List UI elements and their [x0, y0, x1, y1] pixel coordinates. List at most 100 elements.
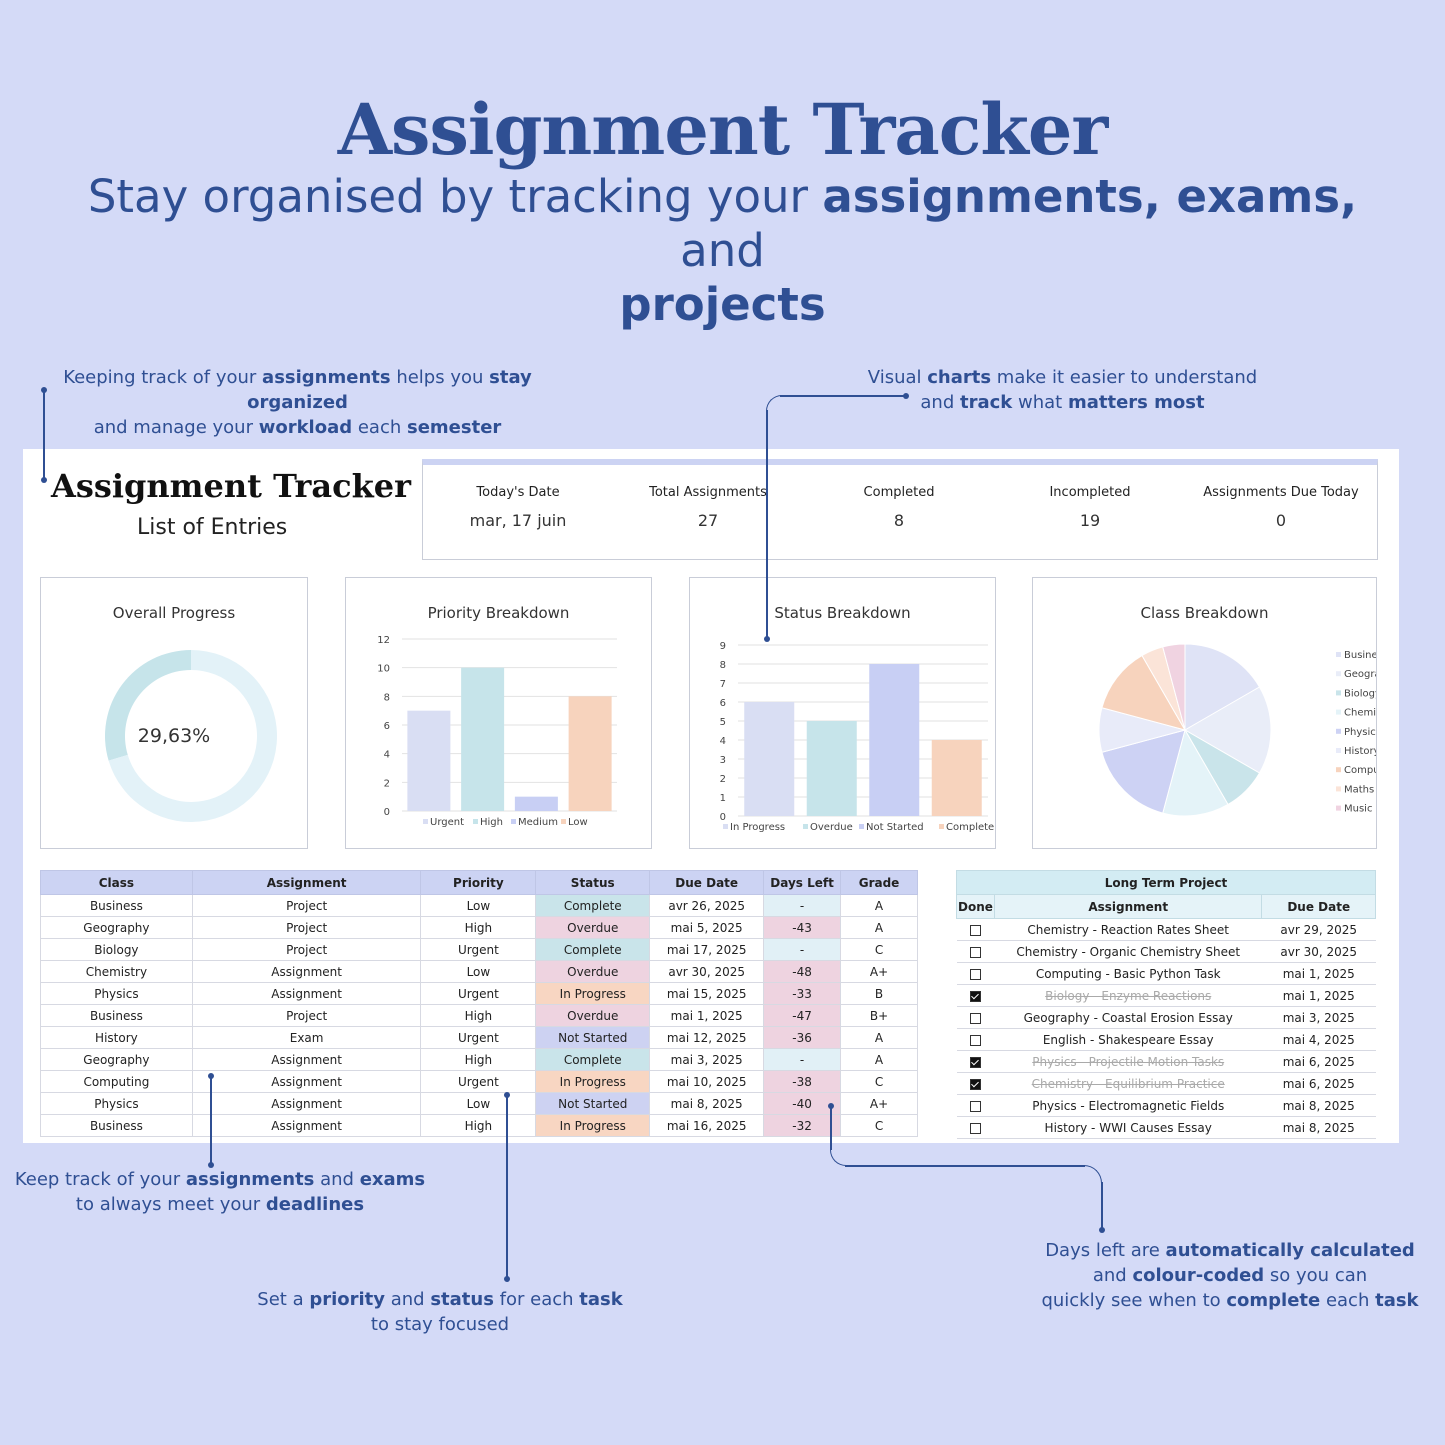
table-cell-class[interactable]: Biology: [40, 938, 193, 961]
table-cell-days-left[interactable]: -: [763, 938, 842, 961]
table-cell-priority[interactable]: Low: [420, 1092, 537, 1115]
table-cell-status[interactable]: In Progress: [535, 1070, 651, 1093]
table-cell-assignment[interactable]: Assignment: [191, 1092, 422, 1115]
done-checkbox[interactable]: [969, 1078, 981, 1090]
project-due-date[interactable]: mai 1, 2025: [1261, 984, 1376, 1007]
table-cell-days-left[interactable]: -: [763, 894, 842, 917]
project-due-date[interactable]: avr 29, 2025: [1261, 918, 1376, 941]
project-name[interactable]: Computing - Basic Python Task: [994, 962, 1262, 985]
table-cell-grade[interactable]: A: [840, 1048, 918, 1071]
table-cell-status[interactable]: Complete: [535, 1048, 651, 1071]
table-cell-days-left[interactable]: -38: [763, 1070, 842, 1093]
table-cell-due-date[interactable]: mai 12, 2025: [649, 1026, 765, 1049]
done-checkbox[interactable]: [969, 1056, 981, 1068]
table-cell-priority[interactable]: High: [420, 1114, 537, 1137]
table-cell-status[interactable]: In Progress: [535, 982, 651, 1005]
project-due-date[interactable]: mai 8, 2025: [1261, 1116, 1376, 1139]
table-cell-due-date[interactable]: mai 3, 2025: [649, 1048, 765, 1071]
table-cell-days-left[interactable]: -: [763, 1048, 842, 1071]
table-cell-grade[interactable]: A: [840, 894, 918, 917]
table-cell-status[interactable]: In Progress: [535, 1114, 651, 1137]
table-cell-status[interactable]: Overdue: [535, 1004, 651, 1027]
table-cell-status[interactable]: Not Started: [535, 1092, 651, 1115]
table-cell-grade[interactable]: A: [840, 916, 918, 939]
project-name[interactable]: Physics - Electromagnetic Fields: [994, 1094, 1262, 1117]
table-cell-due-date[interactable]: mai 8, 2025: [649, 1092, 765, 1115]
project-name[interactable]: Geography - Coastal Erosion Essay: [994, 1006, 1262, 1029]
project-due-date[interactable]: mai 6, 2025: [1261, 1050, 1376, 1073]
table-cell-priority[interactable]: Urgent: [420, 982, 537, 1005]
table-cell-grade[interactable]: B: [840, 982, 918, 1005]
done-checkbox[interactable]: [969, 1122, 981, 1134]
table-cell-grade[interactable]: C: [840, 1114, 918, 1137]
table-cell-grade[interactable]: B+: [840, 1004, 918, 1027]
project-name[interactable]: Chemistry - Reaction Rates Sheet: [994, 918, 1262, 941]
project-due-date[interactable]: mai 6, 2025: [1261, 1072, 1376, 1095]
project-name[interactable]: History - WWI Causes Essay: [994, 1116, 1262, 1139]
table-cell-assignment[interactable]: Assignment: [191, 960, 422, 983]
table-cell-class[interactable]: Business: [40, 894, 193, 917]
table-cell-assignment[interactable]: Exam: [191, 1026, 422, 1049]
table-cell-days-left[interactable]: -48: [763, 960, 842, 983]
table-cell-class[interactable]: Business: [40, 1114, 193, 1137]
table-cell-assignment[interactable]: Project: [191, 1004, 422, 1027]
table-cell-status[interactable]: Overdue: [535, 916, 651, 939]
table-cell-priority[interactable]: Low: [420, 960, 537, 983]
table-cell-due-date[interactable]: mai 5, 2025: [649, 916, 765, 939]
done-checkbox[interactable]: [969, 946, 981, 958]
table-cell-assignment[interactable]: Assignment: [191, 1048, 422, 1071]
table-cell-due-date[interactable]: mai 17, 2025: [649, 938, 765, 961]
done-checkbox[interactable]: [969, 1012, 981, 1024]
table-cell-status[interactable]: Overdue: [535, 960, 651, 983]
project-name[interactable]: Physics - Projectile Motion Tasks: [994, 1050, 1262, 1073]
table-cell-class[interactable]: Computing: [40, 1070, 193, 1093]
project-due-date[interactable]: mai 3, 2025: [1261, 1006, 1376, 1029]
table-cell-class[interactable]: Geography: [40, 916, 193, 939]
project-name[interactable]: English - Shakespeare Essay: [994, 1028, 1262, 1051]
project-due-date[interactable]: mai 4, 2025: [1261, 1028, 1376, 1051]
table-cell-assignment[interactable]: Project: [191, 938, 422, 961]
table-cell-assignment[interactable]: Assignment: [191, 982, 422, 1005]
table-cell-grade[interactable]: C: [840, 938, 918, 961]
table-cell-priority[interactable]: Urgent: [420, 1026, 537, 1049]
table-cell-due-date[interactable]: mai 15, 2025: [649, 982, 765, 1005]
project-due-date[interactable]: avr 30, 2025: [1261, 940, 1376, 963]
table-cell-days-left[interactable]: -40: [763, 1092, 842, 1115]
table-cell-days-left[interactable]: -47: [763, 1004, 842, 1027]
table-cell-grade[interactable]: A: [840, 1026, 918, 1049]
table-cell-class[interactable]: Physics: [40, 982, 193, 1005]
table-cell-days-left[interactable]: -33: [763, 982, 842, 1005]
done-checkbox[interactable]: [969, 968, 981, 980]
project-due-date[interactable]: mai 1, 2025: [1261, 962, 1376, 985]
done-checkbox[interactable]: [969, 1100, 981, 1112]
table-cell-due-date[interactable]: mai 1, 2025: [649, 1004, 765, 1027]
table-cell-grade[interactable]: A+: [840, 960, 918, 983]
table-cell-status[interactable]: Complete: [535, 938, 651, 961]
table-cell-assignment[interactable]: Assignment: [191, 1114, 422, 1137]
table-cell-priority[interactable]: High: [420, 1004, 537, 1027]
table-cell-days-left[interactable]: -43: [763, 916, 842, 939]
project-name[interactable]: Chemistry - Organic Chemistry Sheet: [994, 940, 1262, 963]
done-checkbox[interactable]: [969, 1034, 981, 1046]
table-cell-due-date[interactable]: mai 16, 2025: [649, 1114, 765, 1137]
table-cell-class[interactable]: History: [40, 1026, 193, 1049]
table-cell-due-date[interactable]: avr 26, 2025: [649, 894, 765, 917]
table-cell-status[interactable]: Not Started: [535, 1026, 651, 1049]
table-cell-grade[interactable]: C: [840, 1070, 918, 1093]
table-cell-status[interactable]: Complete: [535, 894, 651, 917]
done-checkbox[interactable]: [969, 924, 981, 936]
table-cell-class[interactable]: Chemistry: [40, 960, 193, 983]
table-cell-class[interactable]: Business: [40, 1004, 193, 1027]
table-cell-priority[interactable]: Low: [420, 894, 537, 917]
table-cell-grade[interactable]: A+: [840, 1092, 918, 1115]
table-cell-priority[interactable]: Urgent: [420, 938, 537, 961]
table-cell-priority[interactable]: High: [420, 1048, 537, 1071]
table-cell-assignment[interactable]: Assignment: [191, 1070, 422, 1093]
project-name[interactable]: Chemistry - Equilibrium Practice: [994, 1072, 1262, 1095]
table-cell-assignment[interactable]: Project: [191, 916, 422, 939]
table-cell-due-date[interactable]: mai 10, 2025: [649, 1070, 765, 1093]
done-checkbox[interactable]: [969, 990, 981, 1002]
project-name[interactable]: Biology - Enzyme Reactions: [994, 984, 1262, 1007]
table-cell-priority[interactable]: Urgent: [420, 1070, 537, 1093]
table-cell-assignment[interactable]: Project: [191, 894, 422, 917]
